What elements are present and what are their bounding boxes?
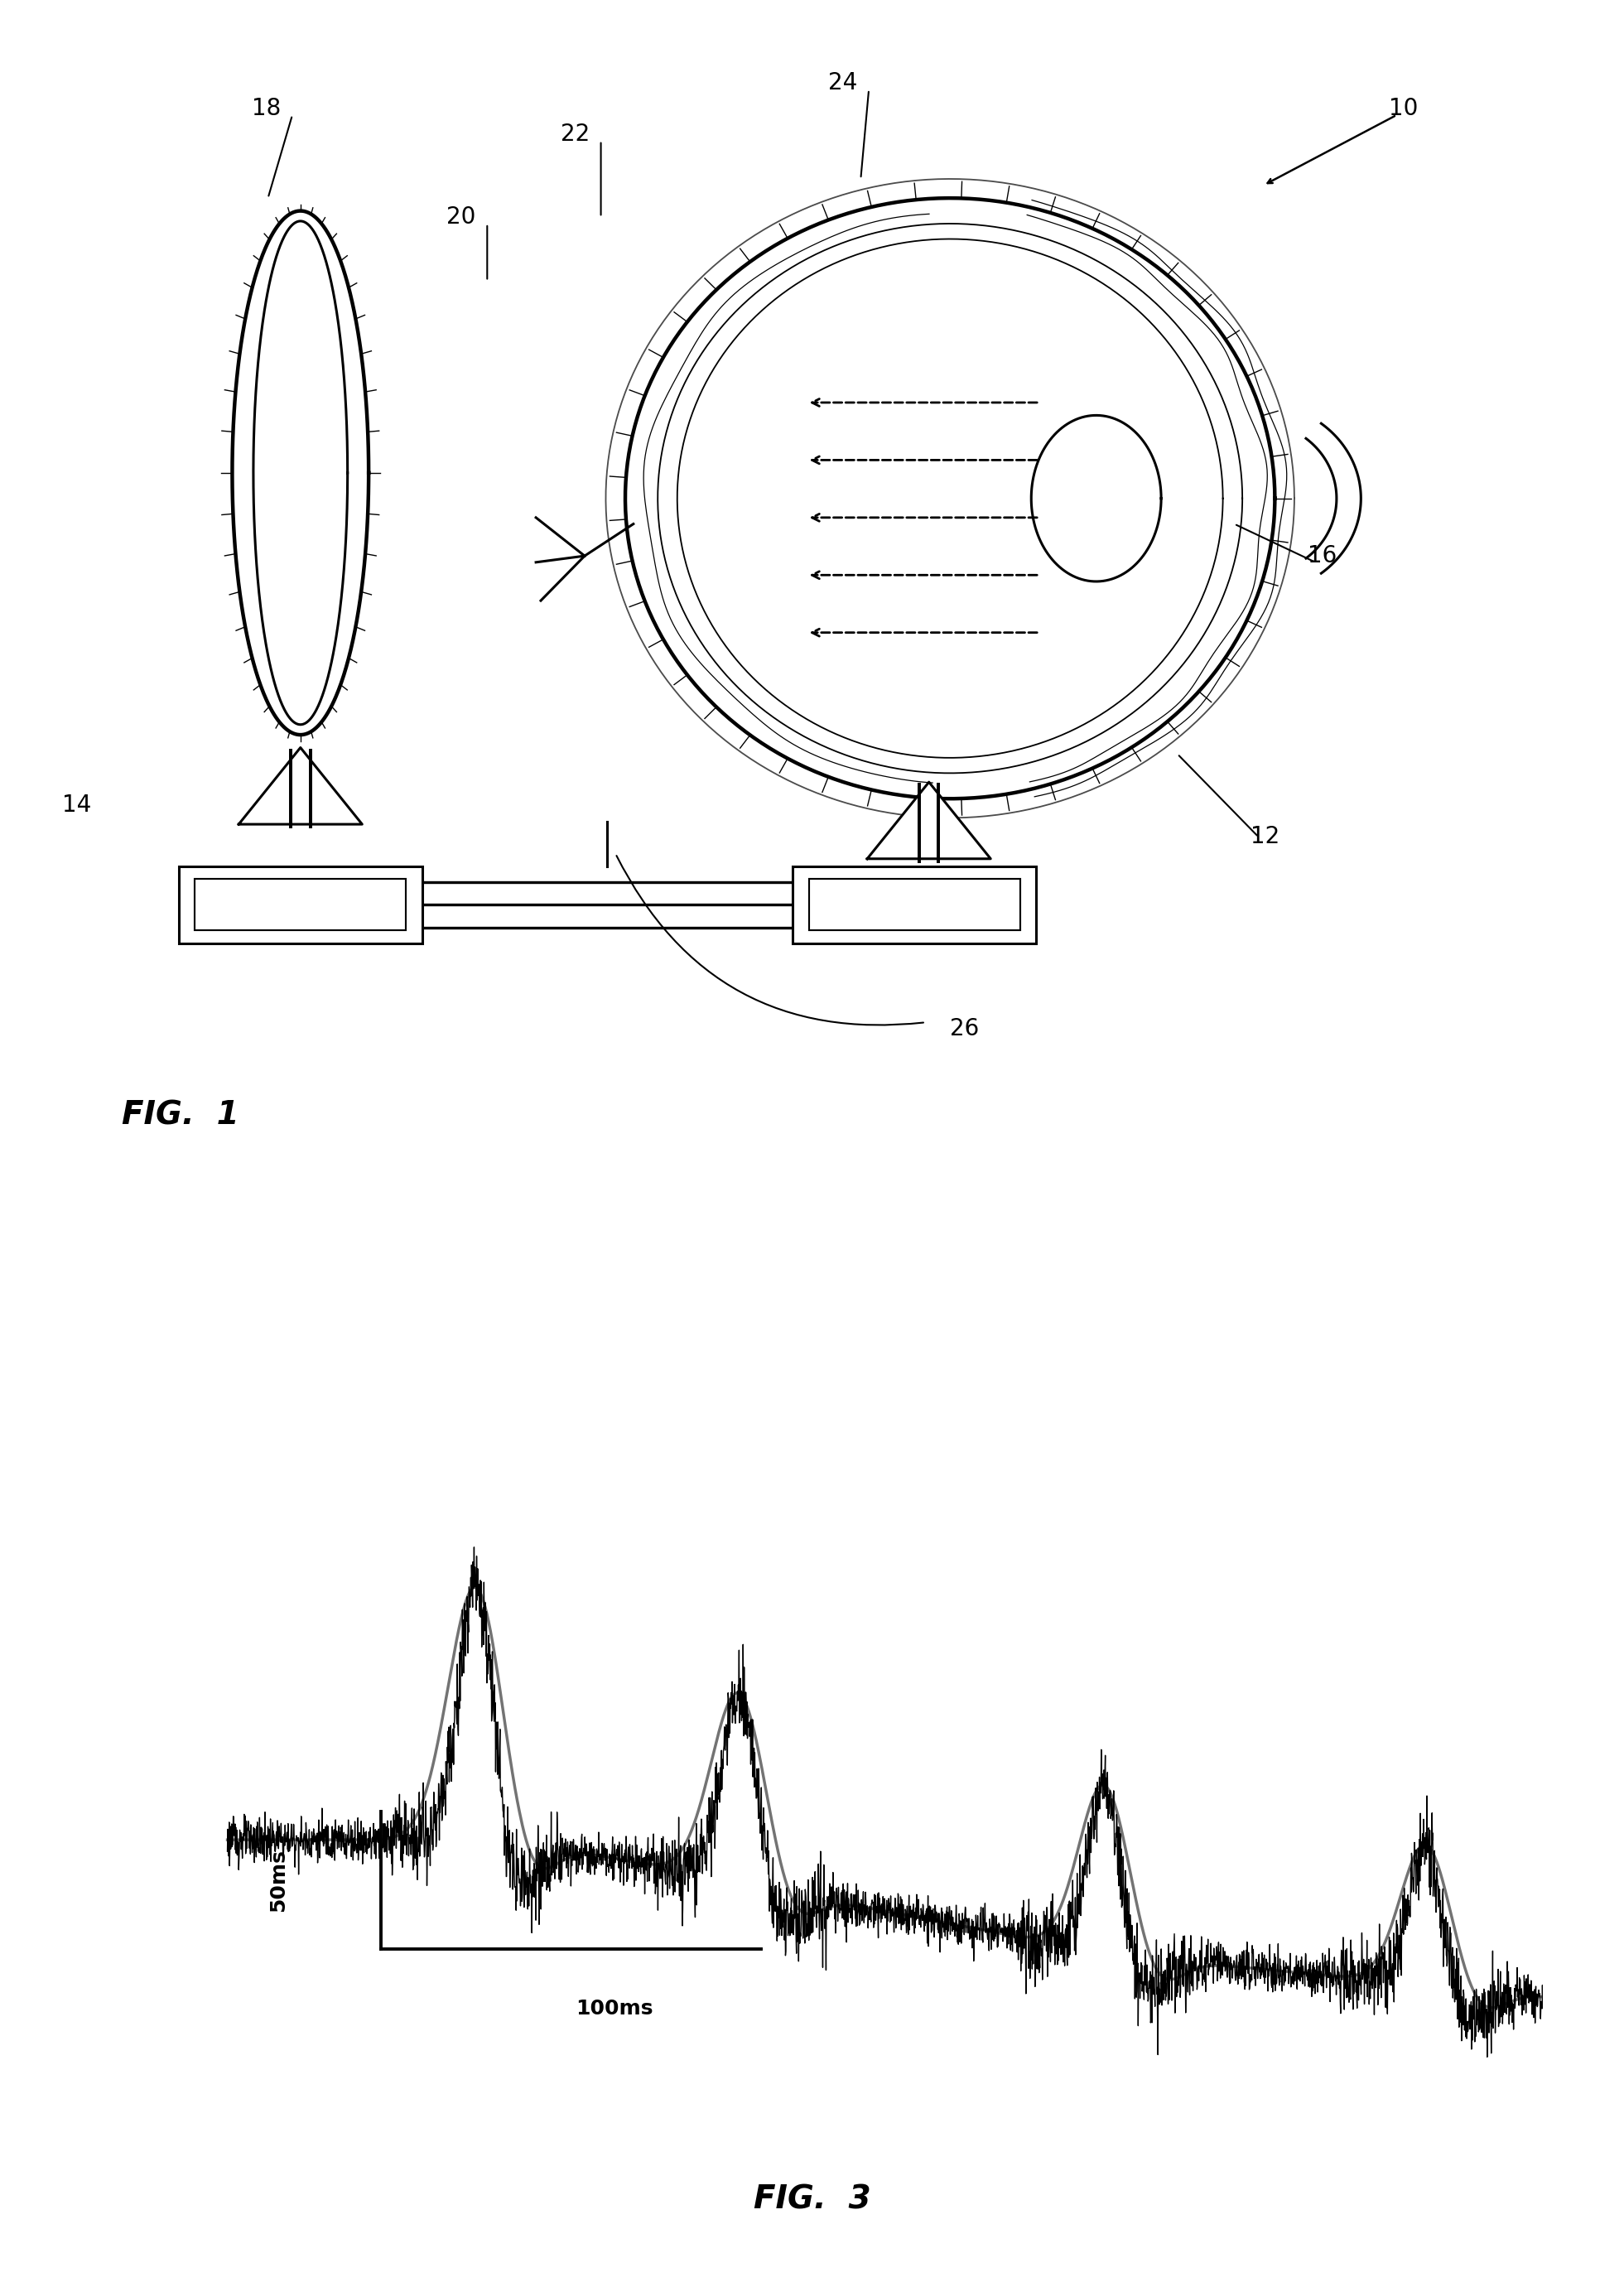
Text: 16: 16	[1307, 543, 1337, 568]
Text: 22: 22	[560, 123, 590, 146]
Text: 24: 24	[828, 71, 857, 94]
Text: 12: 12	[1250, 826, 1280, 849]
Text: 10: 10	[1389, 96, 1418, 121]
Bar	[809, 879, 1020, 931]
Bar	[793, 867, 1036, 942]
Text: 14: 14	[62, 794, 91, 817]
Text: 50ms: 50ms	[268, 1848, 289, 1912]
Text: 100ms: 100ms	[577, 1999, 653, 2020]
Text: 26: 26	[950, 1018, 979, 1041]
Text: 18: 18	[252, 96, 281, 121]
Polygon shape	[867, 783, 991, 858]
Text: 20: 20	[447, 205, 476, 228]
Text: FIG.  1: FIG. 1	[122, 1100, 239, 1132]
Bar	[195, 879, 406, 931]
Polygon shape	[239, 748, 362, 824]
Bar	[179, 867, 422, 942]
Text: FIG.  3: FIG. 3	[754, 2184, 870, 2216]
